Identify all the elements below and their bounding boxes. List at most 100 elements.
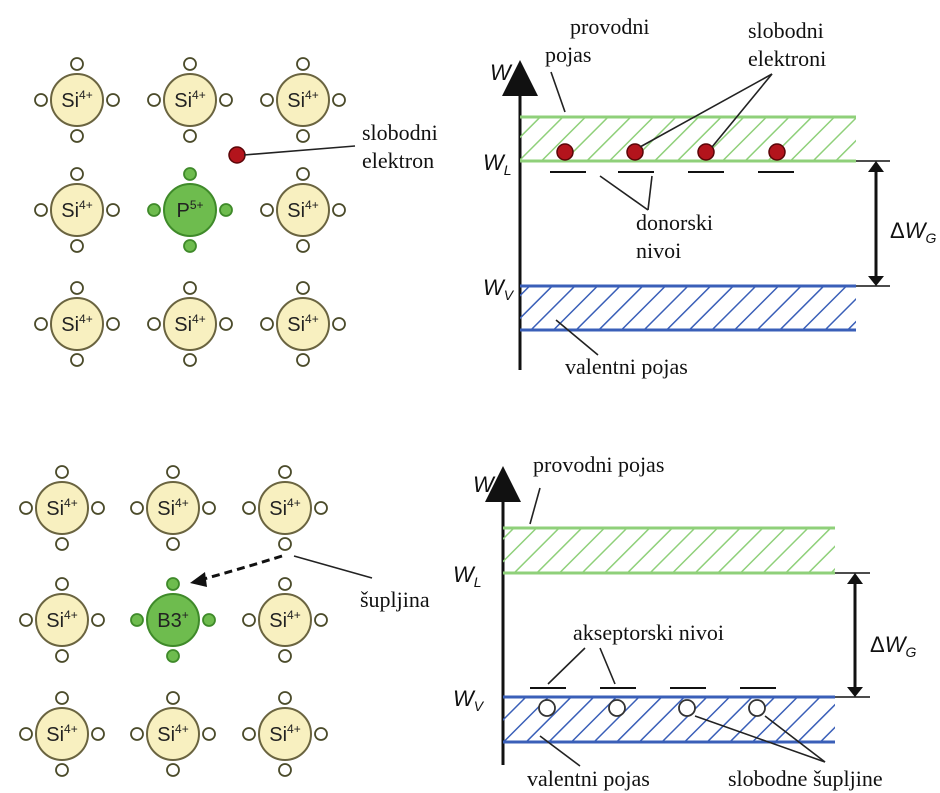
conduction-band-label: provodni pojas — [533, 452, 664, 477]
valence-electron — [202, 613, 216, 627]
valence-electron — [19, 613, 33, 627]
atom-symbol: Si4+ — [61, 312, 92, 336]
atom-symbol: B3+ — [157, 608, 188, 632]
free-hole — [748, 699, 766, 717]
valence-electron — [278, 649, 292, 663]
valence-electron — [147, 93, 161, 107]
atom-symbol: Si4+ — [287, 198, 318, 222]
free-electron — [556, 143, 574, 161]
valence-electron — [278, 691, 292, 705]
valence-holes — [538, 699, 766, 717]
valence-electron — [183, 167, 197, 181]
valence-electron — [183, 129, 197, 143]
valence-electron — [34, 317, 48, 331]
p-type-lattice: Si4+ Si4+ Si4+ Si4+ B3+ Si4+ Si4+ Si4+ Si4+ — [19, 465, 328, 777]
valence-electron — [296, 239, 310, 253]
valence-electron — [183, 281, 197, 295]
valence-electron — [19, 727, 33, 741]
silicon-atom — [276, 297, 330, 351]
donor-levels-label-line2: nivoi — [636, 238, 681, 263]
valence-electron — [70, 167, 84, 181]
atom-symbol: Si4+ — [61, 198, 92, 222]
valence-electron — [183, 239, 197, 253]
conduction-level-label: WL — [453, 562, 482, 590]
silicon-atom — [35, 707, 89, 761]
valence-electron — [314, 613, 328, 627]
free-electron — [697, 143, 715, 161]
hole-label: šupljina — [360, 587, 430, 612]
valence-electron — [166, 577, 180, 591]
valence-electron — [55, 763, 69, 777]
valence-electron — [55, 577, 69, 591]
band-gap-label: ΔWG — [870, 632, 916, 660]
valence-electron — [166, 649, 180, 663]
valence-electron — [34, 93, 48, 107]
valence-electron — [332, 203, 346, 217]
valence-electron — [70, 281, 84, 295]
band-gap-label: ΔWG — [890, 218, 936, 246]
conduction-band-label-line1: provodni — [570, 14, 649, 39]
silicon-atom — [35, 481, 89, 535]
valence-electron — [278, 465, 292, 479]
valence-electron — [55, 649, 69, 663]
valence-electron — [19, 501, 33, 515]
silicon-atom — [276, 183, 330, 237]
atom-symbol: Si4+ — [174, 312, 205, 336]
silicon-atom — [163, 73, 217, 127]
free-electron-label-line1: slobodni — [362, 120, 438, 145]
silicon-atom — [258, 593, 312, 647]
atom-symbol: Si4+ — [46, 608, 77, 632]
free-hole — [538, 699, 556, 717]
free-electron — [228, 146, 246, 164]
free-electron-pointer — [243, 145, 356, 156]
acceptor-levels-label: akseptorski nivoi — [573, 620, 724, 645]
valence-level-label: WV — [453, 686, 485, 714]
valence-electron — [314, 727, 328, 741]
valence-electron — [296, 57, 310, 71]
atom-symbol: Si4+ — [174, 88, 205, 112]
free-electron — [768, 143, 786, 161]
valence-electron — [202, 727, 216, 741]
valence-electron — [260, 317, 274, 331]
silicon-atom — [163, 297, 217, 351]
conduction-band — [503, 528, 835, 573]
atom-symbol: Si4+ — [269, 496, 300, 520]
valence-electron — [55, 691, 69, 705]
silicon-atom — [146, 481, 200, 535]
valence-electron — [183, 353, 197, 367]
atom-symbol: Si4+ — [157, 496, 188, 520]
conduction-electrons — [556, 143, 786, 161]
valence-band-label: valentni pojas — [565, 354, 688, 379]
valence-electron — [202, 501, 216, 515]
n-type-band-diagram: W WL WV ΔWG — [483, 14, 936, 379]
free-holes-label: slobodne šupljine — [728, 766, 883, 791]
valence-electron — [260, 93, 274, 107]
atom-symbol: Si4+ — [157, 722, 188, 746]
valence-electron — [70, 57, 84, 71]
silicon-atom — [50, 297, 104, 351]
free-electron — [626, 143, 644, 161]
valence-electron — [296, 167, 310, 181]
valence-electron — [278, 537, 292, 551]
valence-electron — [34, 203, 48, 217]
n-type-lattice: Si4+ Si4+ Si4+ Si4+ P5+ Si4+ Si4+ Si4+ Si4+ — [34, 57, 346, 367]
atom-symbol: P5+ — [176, 198, 203, 222]
valence-electron — [278, 577, 292, 591]
valence-electron — [219, 317, 233, 331]
valence-electron — [242, 501, 256, 515]
conduction-level-label: WL — [483, 150, 512, 178]
valence-electron — [130, 613, 144, 627]
hole-movement-arrow — [199, 554, 283, 582]
valence-electron — [55, 465, 69, 479]
silicon-atom — [35, 593, 89, 647]
valence-electron — [147, 203, 161, 217]
valence-electron — [183, 57, 197, 71]
atom-symbol: Si4+ — [61, 88, 92, 112]
valence-level-label: WV — [483, 275, 515, 303]
free-hole — [678, 699, 696, 717]
silicon-atom — [276, 73, 330, 127]
atom-symbol: Si4+ — [46, 496, 77, 520]
hole-annotation: šupljina — [190, 554, 430, 612]
conduction-band-label-line2: pojas — [545, 42, 591, 67]
silicon-atom — [50, 183, 104, 237]
